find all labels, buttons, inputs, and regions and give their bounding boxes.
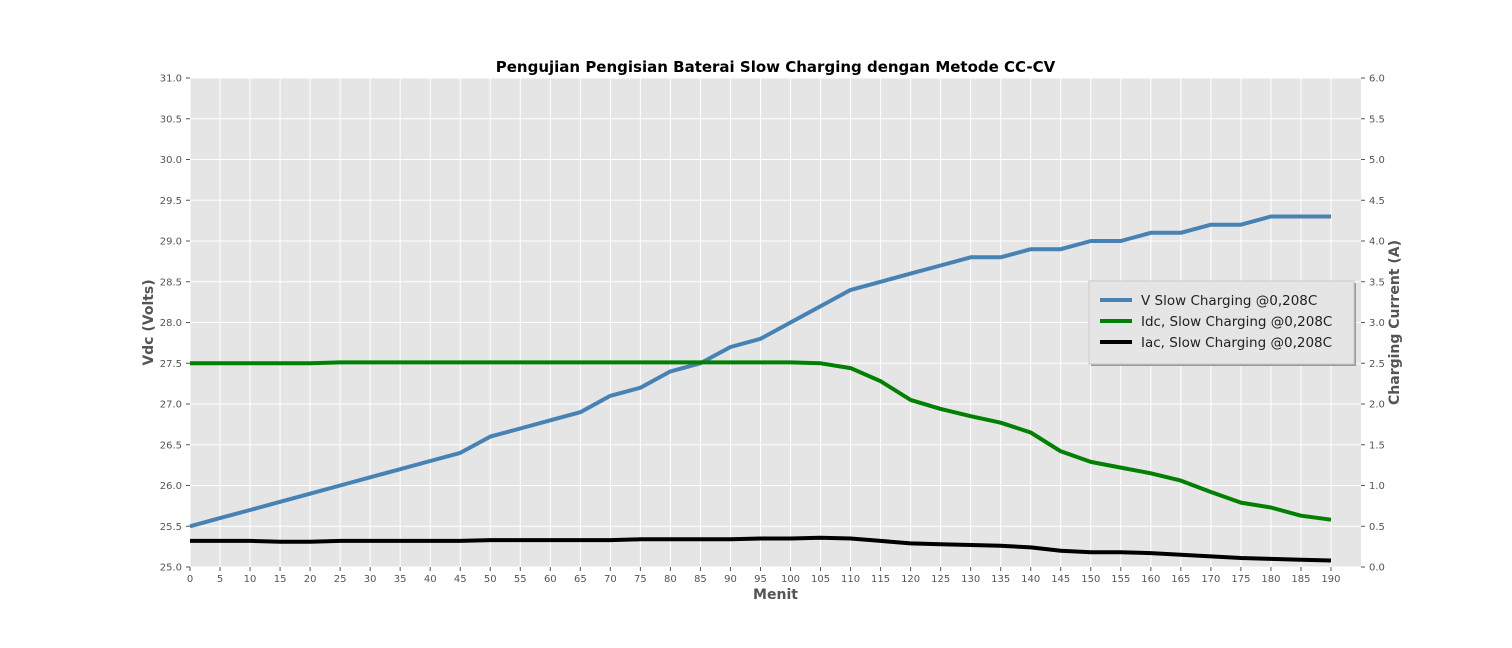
y-tick-label: 28.5: [160, 277, 182, 288]
x-tick-label: 190: [1321, 574, 1340, 585]
chart-title: Pengujian Pengisian Baterai Slow Chargin…: [496, 58, 1056, 76]
y-tick-label: 25.5: [160, 522, 182, 533]
x-tick-label: 150: [1081, 574, 1100, 585]
x-tick-label: 125: [931, 574, 950, 585]
y-axis-title: Vdc (Volts): [141, 279, 157, 365]
x-tick-label: 5: [217, 574, 223, 585]
legend-label-0: V Slow Charging @0,208C: [1141, 293, 1317, 309]
legend-label-2: Iac, Slow Charging @0,208C: [1141, 335, 1332, 351]
x-tick-label: 35: [394, 574, 407, 585]
legend: V Slow Charging @0,208C Idc, Slow Chargin…: [1088, 280, 1356, 366]
y2-tick-label: 4.0: [1369, 237, 1385, 248]
x-tick-label: 100: [781, 574, 800, 585]
y-tick-label: 29.0: [160, 237, 182, 248]
x-tick-label: 90: [724, 574, 737, 585]
x-axis: 0 5 10 15 20 25 30 35 40 45 50 55 60 65 70 75 80 85 90 95 10…: [187, 567, 1341, 585]
x-tick-label: 45: [454, 574, 467, 585]
x-tick-label: 185: [1291, 574, 1310, 585]
y2-tick-label: 2.0: [1369, 400, 1385, 411]
x-tick-label: 55: [514, 574, 527, 585]
y2-tick-label: 1.5: [1369, 440, 1385, 451]
x-tick-label: 80: [664, 574, 677, 585]
y2-tick-label: 4.5: [1369, 196, 1385, 207]
y2-tick-label: 2.5: [1369, 359, 1385, 370]
y-tick-label: 25.0: [160, 563, 182, 574]
x-tick-label: 145: [1051, 574, 1070, 585]
x-axis-title: Menit: [753, 587, 798, 603]
x-tick-label: 70: [604, 574, 617, 585]
x-tick-label: 130: [961, 574, 980, 585]
x-tick-label: 60: [544, 574, 557, 585]
y2-tick-label: 3.0: [1369, 318, 1385, 329]
series-line-0: [189, 214, 1331, 529]
x-tick-label: 135: [991, 574, 1010, 585]
y2-tick-label: 0.5: [1369, 522, 1385, 533]
y-axis-left: 25.0 25.5 26.0 26.5 27.0 27.5 28.0 28.5 29.0 29.5…: [160, 74, 190, 574]
y-tick-label: 30.5: [160, 114, 182, 125]
series-line-1: [190, 360, 1332, 522]
x-tick-label: 65: [574, 574, 587, 585]
x-tick-label: 15: [274, 574, 287, 585]
x-tick-label: 0: [187, 574, 193, 585]
y2-tick-label: 3.5: [1369, 277, 1385, 288]
x-tick-label: 10: [244, 574, 257, 585]
grid-lines: [189, 77, 1361, 568]
x-tick-label: 140: [1021, 574, 1040, 585]
y-tick-label: 28.0: [160, 318, 182, 329]
x-tick-label: 75: [634, 574, 647, 585]
y2-tick-label: 5.5: [1369, 114, 1385, 125]
y2-tick-label: 5.0: [1369, 155, 1385, 166]
x-tick-label: 85: [694, 574, 707, 585]
x-tick-label: 30: [364, 574, 377, 585]
y-tick-label: 27.0: [160, 400, 182, 411]
y-tick-label: 31.0: [160, 74, 182, 85]
x-tick-label: 120: [901, 574, 920, 585]
x-tick-label: 155: [1111, 574, 1130, 585]
x-tick-label: 115: [871, 574, 890, 585]
x-tick-label: 180: [1261, 574, 1280, 585]
x-tick-label: 105: [811, 574, 830, 585]
x-tick-label: 165: [1171, 574, 1190, 585]
x-tick-label: 170: [1201, 574, 1220, 585]
x-tick-label: 110: [841, 574, 860, 585]
x-tick-label: 20: [304, 574, 317, 585]
y2-tick-label: 0.0: [1369, 563, 1385, 574]
series-layer: [189, 214, 1332, 563]
y-tick-label: 30.0: [160, 155, 182, 166]
series-line-2: [190, 535, 1332, 563]
y-tick-label: 26.5: [160, 440, 182, 451]
y2-tick-label: 1.0: [1369, 481, 1385, 492]
x-tick-label: 95: [754, 574, 767, 585]
x-tick-label: 40: [424, 574, 437, 585]
y-axis-right: 0.0 0.5 1.0 1.5 2.0 2.5 3.0 3.5 4.0 4.5 5.0 5.5 6.0: [1361, 74, 1385, 574]
y-tick-label: 29.5: [160, 196, 182, 207]
x-tick-label: 175: [1231, 574, 1250, 585]
y-tick-label: 26.0: [160, 481, 182, 492]
x-tick-label: 50: [484, 574, 497, 585]
y2-tick-label: 6.0: [1369, 74, 1385, 85]
x-tick-label: 25: [334, 574, 347, 585]
y2-axis-title: Charging Current (A): [1387, 240, 1403, 405]
x-tick-label: 160: [1141, 574, 1160, 585]
y-tick-label: 27.5: [160, 359, 182, 370]
legend-box: [1088, 280, 1355, 365]
legend-label-1: Idc, Slow Charging @0,208C: [1141, 314, 1332, 330]
